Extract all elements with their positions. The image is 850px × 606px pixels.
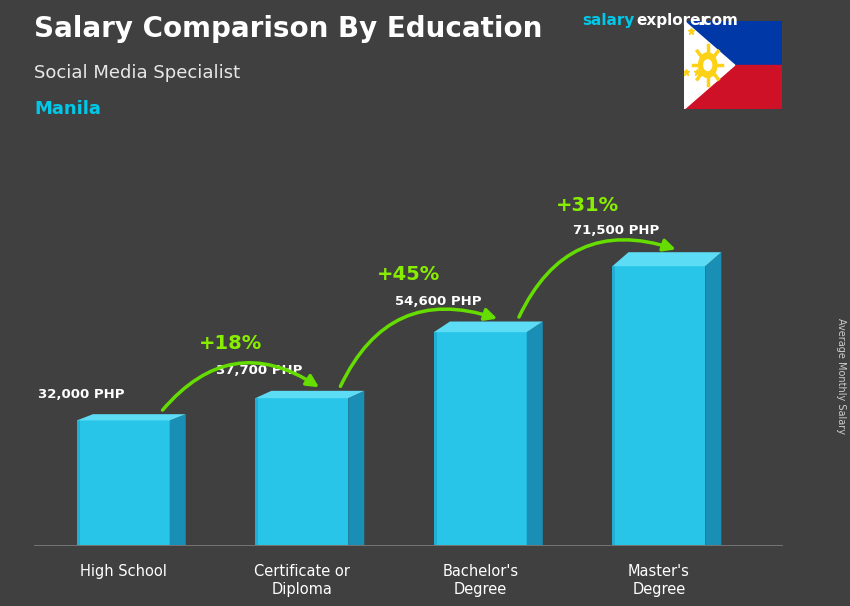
Circle shape — [704, 60, 711, 70]
Polygon shape — [612, 266, 615, 545]
Polygon shape — [684, 21, 782, 65]
Polygon shape — [76, 421, 170, 545]
Polygon shape — [612, 252, 722, 266]
Polygon shape — [170, 414, 186, 545]
Text: +31%: +31% — [556, 196, 619, 215]
Polygon shape — [434, 332, 437, 545]
Text: Social Media Specialist: Social Media Specialist — [34, 64, 240, 82]
Text: 71,500 PHP: 71,500 PHP — [573, 224, 660, 236]
Polygon shape — [684, 65, 782, 109]
Text: salary: salary — [582, 13, 635, 28]
Text: Manila: Manila — [34, 100, 101, 118]
Text: 37,700 PHP: 37,700 PHP — [216, 364, 303, 377]
Polygon shape — [255, 398, 348, 545]
Polygon shape — [255, 391, 365, 398]
Circle shape — [699, 53, 717, 78]
Polygon shape — [706, 252, 722, 545]
Polygon shape — [527, 322, 543, 545]
Text: 32,000 PHP: 32,000 PHP — [37, 387, 124, 401]
Text: +45%: +45% — [377, 265, 440, 284]
Text: Salary Comparison By Education: Salary Comparison By Education — [34, 15, 542, 43]
Text: Average Monthly Salary: Average Monthly Salary — [836, 318, 846, 434]
Text: explorer: explorer — [637, 13, 709, 28]
Polygon shape — [434, 332, 527, 545]
Text: 54,600 PHP: 54,600 PHP — [394, 295, 481, 308]
Polygon shape — [255, 398, 258, 545]
Polygon shape — [76, 414, 186, 421]
Polygon shape — [612, 266, 706, 545]
Polygon shape — [684, 21, 734, 109]
Text: .com: .com — [698, 13, 739, 28]
Text: +18%: +18% — [199, 335, 262, 353]
Polygon shape — [76, 421, 80, 545]
Polygon shape — [434, 322, 543, 332]
Polygon shape — [348, 391, 365, 545]
